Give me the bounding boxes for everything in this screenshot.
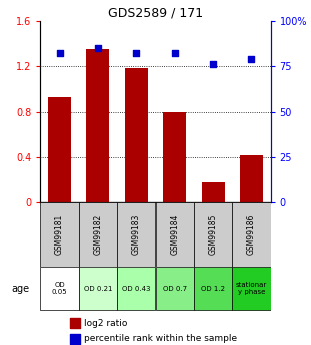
Bar xyxy=(232,202,271,267)
Text: OD 0.21: OD 0.21 xyxy=(84,286,112,292)
Point xyxy=(57,51,62,56)
Bar xyxy=(117,267,156,310)
Point xyxy=(44,336,49,342)
Text: GSM99184: GSM99184 xyxy=(170,214,179,255)
Text: GSM99183: GSM99183 xyxy=(132,214,141,255)
Bar xyxy=(125,68,148,202)
Text: OD 1.2: OD 1.2 xyxy=(201,286,225,292)
Text: stationar
y phase: stationar y phase xyxy=(236,282,267,295)
Point xyxy=(44,321,49,326)
Text: GSM99186: GSM99186 xyxy=(247,214,256,255)
Text: OD
0.05: OD 0.05 xyxy=(52,282,67,295)
Text: log2 ratio: log2 ratio xyxy=(84,319,128,328)
Bar xyxy=(163,111,186,202)
Text: percentile rank within the sample: percentile rank within the sample xyxy=(84,334,237,343)
Text: OD 0.43: OD 0.43 xyxy=(122,286,151,292)
Bar xyxy=(232,267,271,310)
Point xyxy=(134,51,139,56)
Point xyxy=(95,45,100,51)
Bar xyxy=(79,202,117,267)
Point xyxy=(249,56,254,62)
Point xyxy=(172,51,177,56)
Bar xyxy=(194,202,232,267)
Bar xyxy=(79,267,117,310)
Text: age: age xyxy=(12,284,30,294)
Text: GSM99185: GSM99185 xyxy=(209,214,217,255)
Title: GDS2589 / 171: GDS2589 / 171 xyxy=(108,7,203,20)
Bar xyxy=(156,267,194,310)
Bar xyxy=(240,155,263,202)
Bar xyxy=(156,202,194,267)
Bar xyxy=(202,182,225,202)
Text: GSM99182: GSM99182 xyxy=(94,214,102,255)
Bar xyxy=(86,49,109,202)
Bar xyxy=(117,202,156,267)
Bar xyxy=(40,267,79,310)
Text: GSM99181: GSM99181 xyxy=(55,214,64,255)
Bar xyxy=(40,202,79,267)
Bar xyxy=(48,97,71,202)
Point xyxy=(211,61,216,67)
Text: OD 0.7: OD 0.7 xyxy=(163,286,187,292)
Bar xyxy=(194,267,232,310)
